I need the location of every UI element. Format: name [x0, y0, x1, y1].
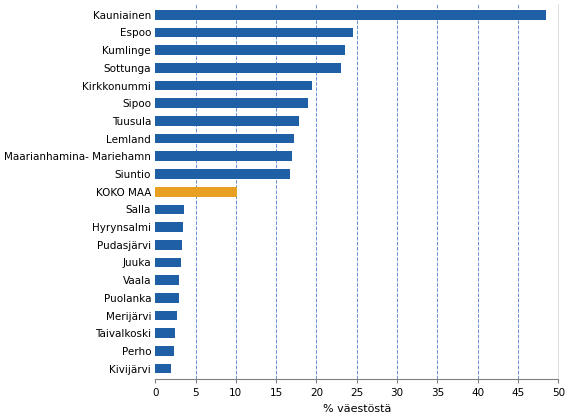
Bar — [155, 28, 353, 37]
Bar — [155, 257, 181, 268]
Bar — [155, 346, 174, 356]
Bar — [155, 116, 299, 126]
Bar — [155, 187, 237, 196]
X-axis label: % väestöstä: % väestöstä — [323, 404, 391, 414]
Bar — [155, 45, 345, 55]
Bar — [155, 329, 175, 338]
Bar — [155, 364, 171, 374]
Bar — [155, 98, 308, 108]
Bar — [155, 81, 312, 90]
Bar — [155, 275, 179, 285]
Bar — [155, 63, 341, 73]
Bar — [155, 151, 292, 161]
Bar — [155, 222, 183, 232]
Bar — [155, 311, 177, 321]
Bar — [155, 169, 290, 179]
Bar — [155, 10, 546, 20]
Bar — [155, 240, 182, 250]
Bar — [155, 293, 179, 303]
Bar — [155, 134, 294, 143]
Bar — [155, 204, 184, 214]
